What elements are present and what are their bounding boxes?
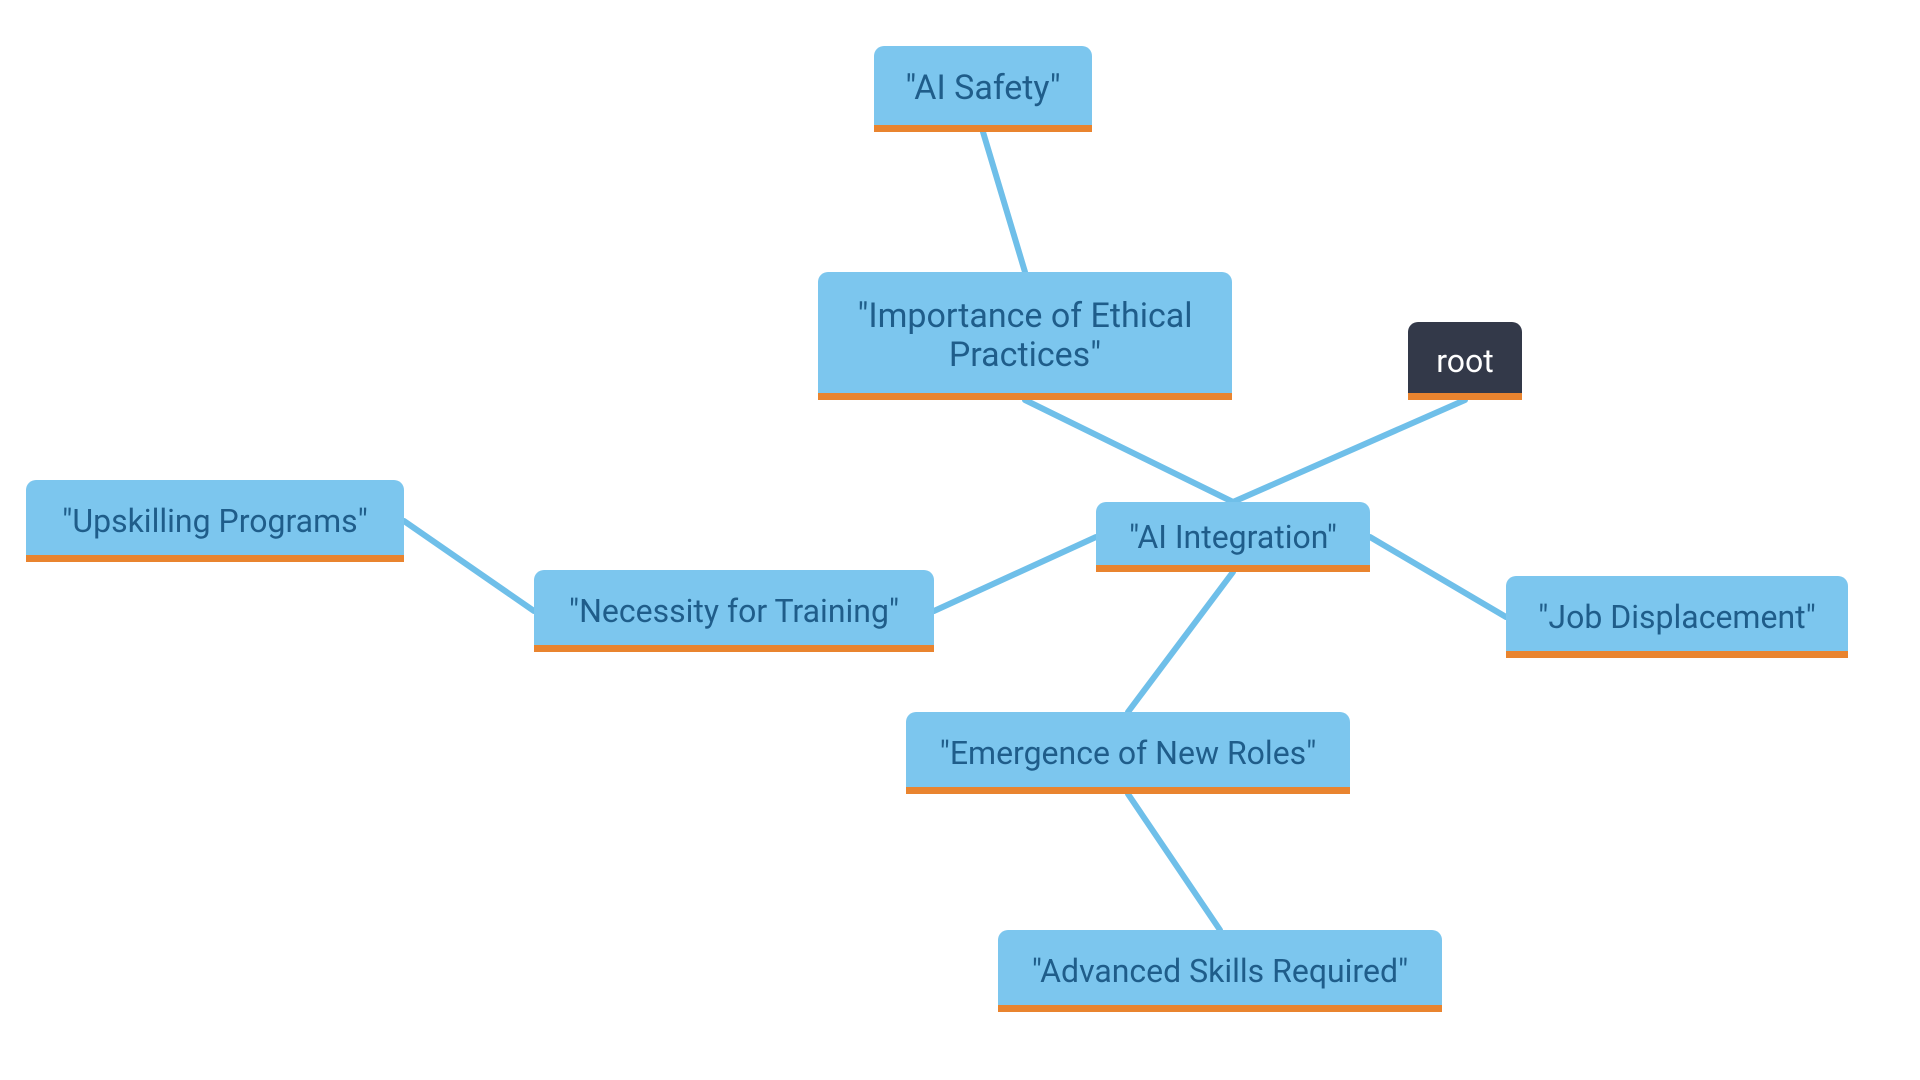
node-label: "Importance of Ethical Practices" (857, 297, 1192, 375)
node-root[interactable]: root (1408, 322, 1522, 400)
node-underline (1506, 651, 1848, 658)
node-underline (906, 787, 1350, 794)
node-label: root (1436, 343, 1494, 380)
node-underline (1096, 565, 1370, 572)
node-label: "AI Integration" (1129, 519, 1337, 556)
node-underline (26, 555, 404, 562)
node-label: "Necessity for Training" (569, 593, 899, 630)
edge-ai_int-jobdisp (1370, 537, 1506, 617)
edge-ethics-safety (983, 132, 1025, 272)
node-label: "Job Displacement" (1538, 599, 1816, 636)
node-label: "Emergence of New Roles" (940, 735, 1317, 772)
node-newroles[interactable]: "Emergence of New Roles" (906, 712, 1350, 794)
node-underline (874, 125, 1092, 132)
edge-root-ai_int (1233, 400, 1465, 502)
edge-ai_int-training (934, 537, 1096, 611)
edge-training-upskill (404, 521, 534, 611)
edge-ai_int-newroles (1128, 572, 1233, 712)
node-advskills[interactable]: "Advanced Skills Required" (998, 930, 1442, 1012)
edge-ai_int-ethics (1025, 400, 1233, 502)
node-underline (1408, 393, 1522, 400)
node-ethics[interactable]: "Importance of Ethical Practices" (818, 272, 1232, 400)
node-label: "AI Safety" (905, 69, 1060, 108)
node-underline (998, 1005, 1442, 1012)
node-upskill[interactable]: "Upskilling Programs" (26, 480, 404, 562)
node-ai_int[interactable]: "AI Integration" (1096, 502, 1370, 572)
edge-newroles-advskills (1128, 794, 1220, 930)
node-label: "Upskilling Programs" (62, 503, 368, 540)
node-underline (818, 393, 1232, 400)
node-safety[interactable]: "AI Safety" (874, 46, 1092, 132)
node-underline (534, 645, 934, 652)
diagram-canvas: root "AI Integration" "Importance of Ethic… (0, 0, 1920, 1080)
node-training[interactable]: "Necessity for Training" (534, 570, 934, 652)
node-jobdisp[interactable]: "Job Displacement" (1506, 576, 1848, 658)
node-label: "Advanced Skills Required" (1032, 953, 1408, 990)
